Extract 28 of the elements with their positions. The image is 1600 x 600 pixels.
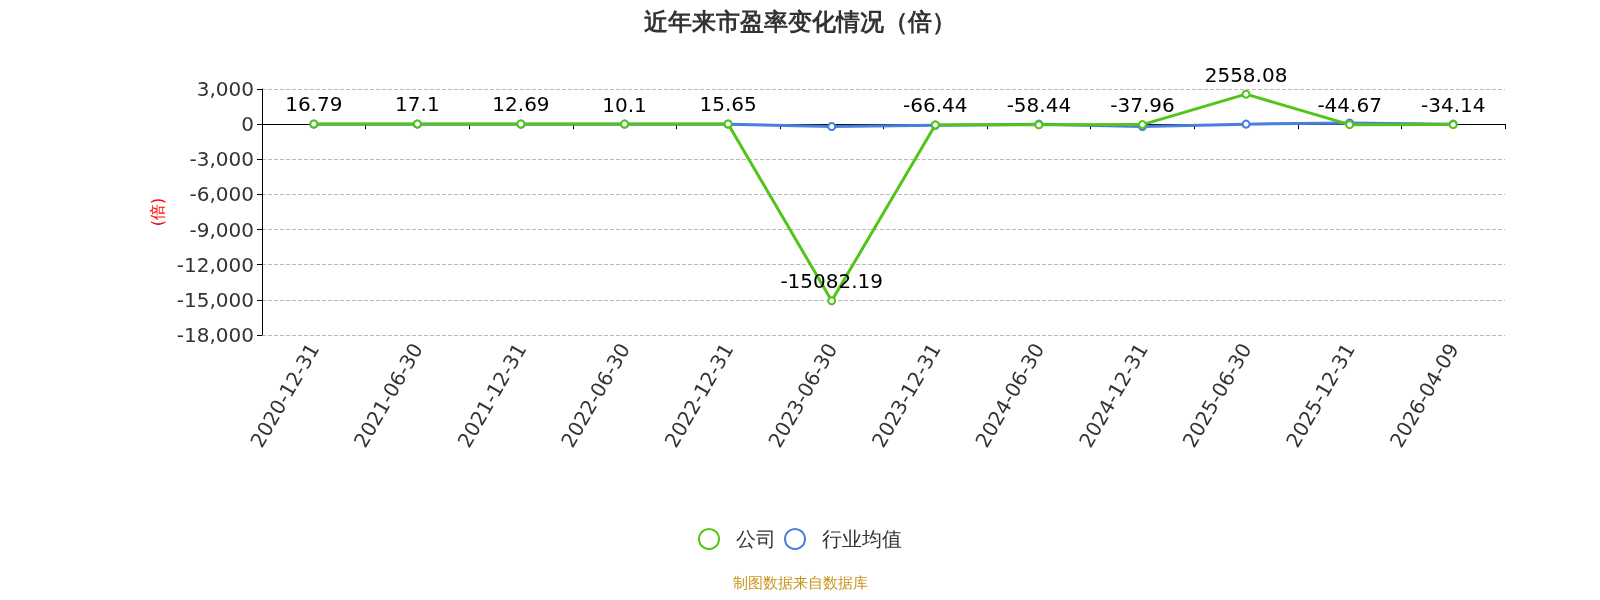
data-label: 16.79 bbox=[285, 92, 343, 117]
point bbox=[1241, 89, 1251, 99]
data-label: 17.1 bbox=[395, 92, 440, 117]
data-label: -44.67 bbox=[1317, 93, 1382, 118]
legend-label: 行业均值 bbox=[822, 527, 902, 551]
y-tick-label: -3,000 bbox=[189, 147, 254, 172]
data-label: 10.1 bbox=[602, 92, 647, 117]
y-tick-label: -9,000 bbox=[189, 217, 254, 242]
data-label: -66.44 bbox=[903, 93, 968, 118]
y-tick-label: 3,000 bbox=[196, 77, 254, 101]
data-label: -34.14 bbox=[1420, 93, 1486, 118]
data-label: 2558.08 bbox=[1204, 62, 1288, 87]
data-label: 12.69 bbox=[492, 92, 550, 117]
point bbox=[827, 121, 837, 131]
point bbox=[1241, 119, 1251, 129]
data-label: 15.65 bbox=[699, 92, 757, 117]
legend-label: 公司 bbox=[736, 527, 776, 551]
chart-title: 近年来市盈率变化情况（倍） bbox=[644, 8, 956, 36]
point bbox=[827, 296, 837, 306]
y-tick-label: -15,000 bbox=[176, 287, 254, 312]
y-tick-label: -18,000 bbox=[176, 323, 254, 347]
data-label: -37.96 bbox=[1110, 93, 1175, 118]
text: 制图数据来自数据库 bbox=[732, 573, 868, 592]
y-tick-label: 0 bbox=[241, 112, 254, 137]
y-axis-title: (倍) bbox=[148, 197, 168, 227]
y-tick-label: -6,000 bbox=[189, 182, 254, 207]
data-label: -58.44 bbox=[1006, 93, 1072, 118]
y-tick-label: -12,000 bbox=[176, 252, 254, 277]
